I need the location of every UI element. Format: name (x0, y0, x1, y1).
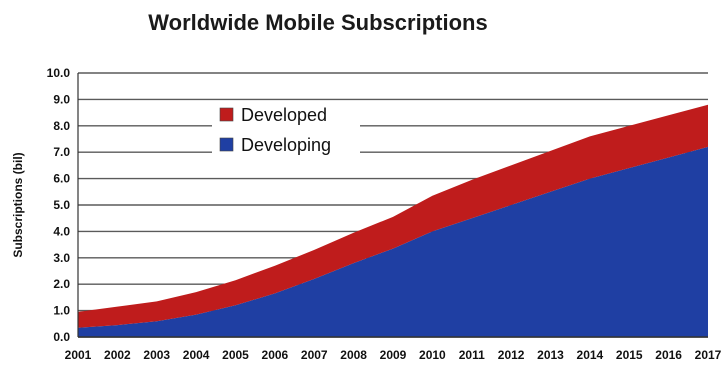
x-tick-label: 2007 (301, 348, 328, 362)
x-tick-label: 2001 (65, 348, 92, 362)
x-tick-label: 2013 (537, 348, 564, 362)
x-tick-label: 2010 (419, 348, 446, 362)
x-tick-label: 2014 (577, 348, 604, 362)
x-tick-label: 2017 (695, 348, 722, 362)
y-tick-label: 4.0 (53, 224, 70, 238)
legend-box (212, 103, 360, 161)
area-developed (78, 104, 708, 328)
area-developing (78, 146, 708, 337)
legend: Developed Developing (212, 103, 360, 161)
y-tick-label: 3.0 (53, 251, 70, 265)
x-tick-label: 2009 (380, 348, 407, 362)
axes: 0.0 1.0 2.0 3.0 4.0 5.0 6.0 7.0 8.0 9.0 10.0 2001 20… (47, 66, 722, 362)
x-tick-label: 2004 (183, 348, 210, 362)
y-tick-label: 8.0 (53, 119, 70, 133)
x-tick-label: 2005 (222, 348, 249, 362)
area-series (78, 104, 708, 337)
legend-label-developed: Developed (241, 105, 327, 125)
y-tick-label: 9.0 (53, 92, 70, 106)
x-tick-label: 2006 (262, 348, 289, 362)
y-tick-label: 2.0 (53, 277, 70, 291)
x-tick-label: 2012 (498, 348, 525, 362)
y-tick-label: 0.0 (53, 330, 70, 344)
x-tick-label: 2002 (104, 348, 131, 362)
legend-label-developing: Developing (241, 135, 331, 155)
x-tick-label: 2003 (143, 348, 170, 362)
x-tick-label: 2008 (340, 348, 367, 362)
x-tick-label: 2015 (616, 348, 643, 362)
y-tick-label: 10.0 (47, 66, 71, 80)
y-tick-label: 6.0 (53, 172, 70, 186)
x-tick-label: 2011 (459, 348, 485, 362)
y-axis-label: Subscriptions (bil) (11, 152, 25, 257)
legend-swatch-developed (219, 107, 234, 122)
x-tick-label: 2016 (655, 348, 682, 362)
chart-title: Worldwide Mobile Subscriptions (148, 10, 487, 35)
legend-swatch-developing (219, 137, 234, 152)
y-tick-label: 7.0 (53, 145, 70, 159)
y-tick-label: 5.0 (53, 198, 70, 212)
y-tick-label: 1.0 (53, 304, 70, 318)
